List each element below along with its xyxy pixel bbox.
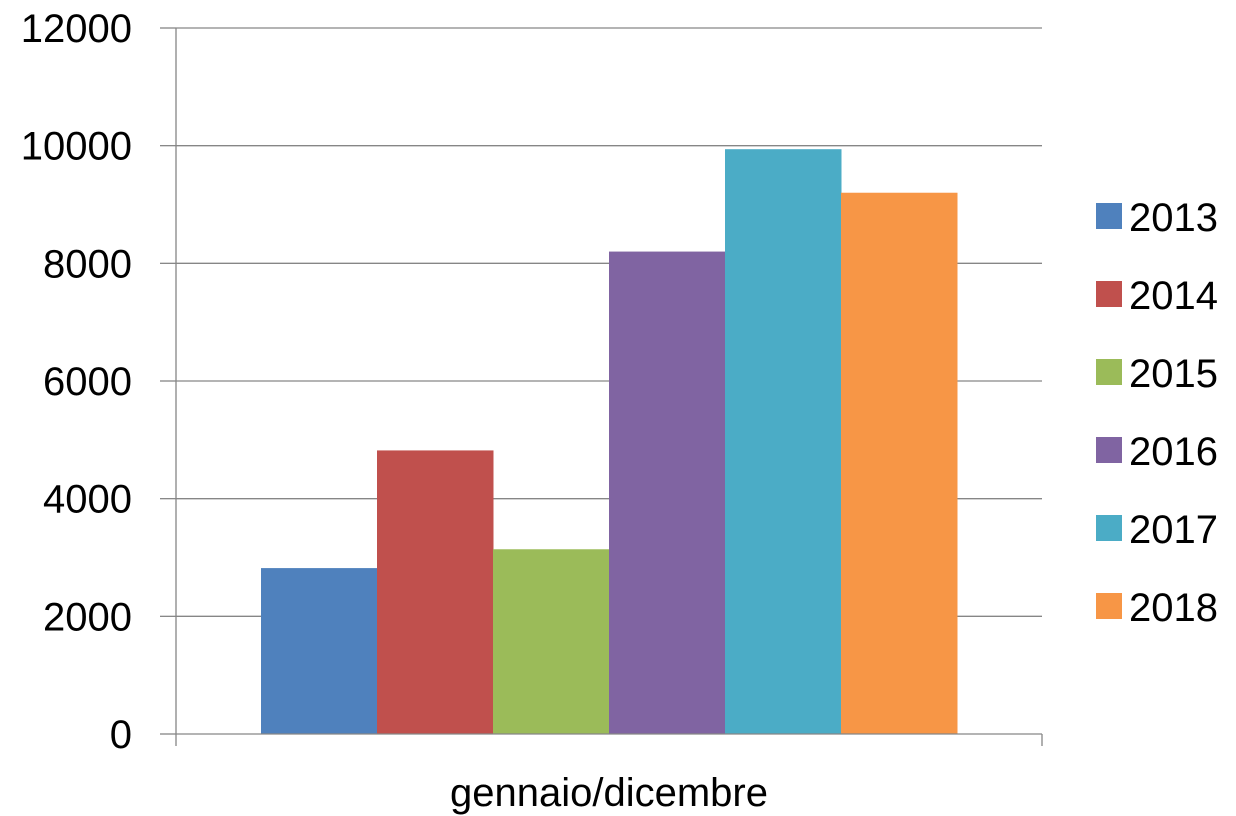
bar-2014	[377, 450, 494, 734]
y-tick-label-4000: 4000	[43, 478, 132, 522]
legend-swatch-2017	[1096, 515, 1122, 541]
bar-2016	[609, 251, 726, 735]
legend-label-2017: 2017	[1129, 508, 1218, 552]
y-tick-label-12000: 12000	[21, 7, 132, 51]
x-tick-labels: gennaio/dicembre	[450, 771, 768, 815]
legend-swatch-2018	[1096, 593, 1122, 619]
bar-2015	[493, 549, 610, 734]
y-tick-label-2000: 2000	[43, 595, 132, 639]
axes	[160, 27, 1043, 746]
legend-swatch-2015	[1096, 359, 1122, 385]
x-category-label: gennaio/dicembre	[450, 771, 768, 815]
bars	[261, 149, 958, 735]
legend-label-2013: 2013	[1129, 196, 1218, 240]
y-tick-labels: 0 2000 4000 6000 8000 10000 12000	[21, 7, 132, 757]
y-tick-label-8000: 8000	[43, 242, 132, 286]
y-tick-label-6000: 6000	[43, 360, 132, 404]
legend-label-2016: 2016	[1129, 430, 1218, 474]
bar-2013	[261, 568, 378, 734]
legend-label-2018: 2018	[1129, 586, 1218, 630]
legend-swatch-2016	[1096, 437, 1122, 463]
legend-label-2015: 2015	[1129, 352, 1218, 396]
y-tick-label-10000: 10000	[21, 125, 132, 169]
bar-2018	[841, 192, 958, 734]
y-tick-label-0: 0	[110, 713, 132, 757]
legend: 2013 2014 2015 2016 2017 2018	[1096, 196, 1218, 630]
legend-swatch-2013	[1096, 203, 1122, 229]
legend-label-2014: 2014	[1129, 274, 1218, 318]
bar-2017	[725, 149, 842, 735]
legend-swatch-2014	[1096, 281, 1122, 307]
